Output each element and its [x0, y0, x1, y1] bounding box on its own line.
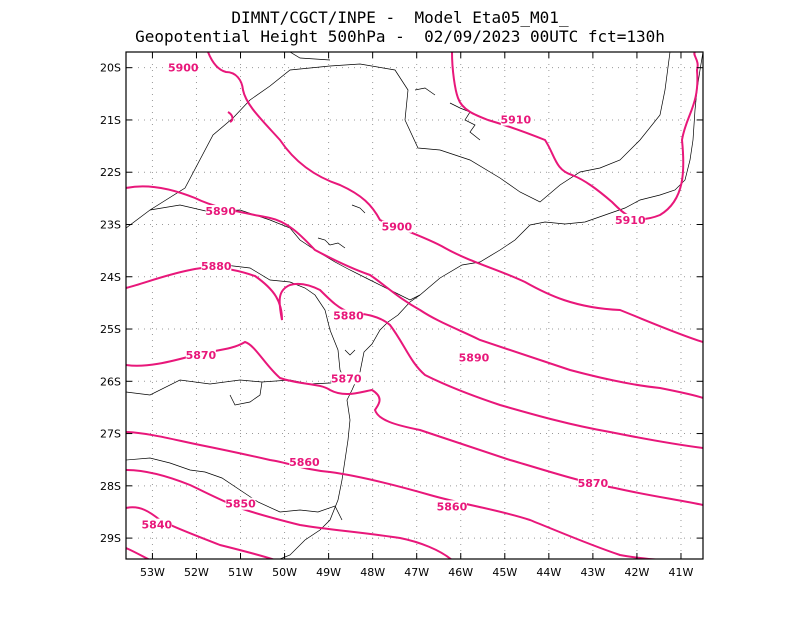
lat-tick-label: 27S [100, 428, 121, 441]
coastline-sp [419, 52, 703, 296]
lon-tick-label: 46W [448, 566, 473, 579]
contour-label: 5870 [578, 477, 609, 490]
lon-tick-label: 48W [360, 566, 385, 579]
contour-label: 5890 [205, 205, 236, 218]
contour-label-bg [331, 372, 362, 385]
contour-5910-north [451, 52, 699, 221]
contour-label: 5890 [459, 351, 490, 364]
map-title-line-1: DIMNT/CGCT/INPE - Model Eta05_M01_ [231, 8, 569, 27]
reservoir-mg [414, 87, 436, 96]
lat-tick-label: 29S [100, 532, 121, 545]
lat-tick-label: 20S [100, 62, 121, 75]
lat-tick-label: 21S [100, 114, 121, 127]
coastal-feature-3 [344, 349, 356, 356]
lon-tick-label: 53W [140, 566, 165, 579]
contour-labels: 5900 5910 5890 5900 5910 5880 5880 5870 5890 5870… [141, 61, 646, 532]
lon-tick-label: 44W [536, 566, 561, 579]
coastal-feature-1 [317, 237, 346, 249]
contour-5850 [126, 469, 453, 559]
contour-5900-loop [227, 111, 234, 123]
contour-label: 5910 [615, 214, 646, 227]
contour-label-bg [289, 455, 320, 468]
lon-tick-label: 41W [669, 566, 694, 579]
contour-label-bg [381, 220, 412, 233]
contour-label: 5880 [201, 260, 232, 273]
map-title-line-2: Geopotential Height 500hPa - 02/09/2023 … [135, 27, 665, 46]
lon-tick-label: 42W [624, 566, 649, 579]
river-parana [229, 381, 263, 406]
state-border-ms-sp [126, 63, 441, 229]
contour-5880 [126, 266, 703, 449]
lat-tick-label: 25S [100, 323, 121, 336]
contour-label-bg [168, 61, 199, 74]
boundaries [126, 52, 703, 559]
pr-sc-border [126, 379, 346, 396]
lon-tick-label: 47W [404, 566, 429, 579]
contour-label: 5860 [437, 500, 468, 513]
contour-label-bg [577, 476, 608, 489]
contour-label-bg [458, 351, 489, 364]
contour-label: 5850 [225, 498, 256, 511]
lat-tick-label: 23S [100, 218, 121, 231]
lat-tick-label: 26S [100, 375, 121, 388]
contour-label: 5870 [331, 372, 362, 385]
contour-5870 [126, 340, 703, 506]
contour-5830 [126, 547, 151, 559]
paraguay-border [209, 264, 346, 381]
state-border-go-mg [289, 52, 331, 61]
lat-tick-label: 24S [100, 271, 121, 284]
contour-label: 5880 [333, 310, 364, 323]
contour-label: 5900 [168, 61, 199, 74]
contour-label: 5840 [142, 519, 173, 532]
geopotential-contours [126, 52, 703, 559]
contour-label-bg [333, 309, 364, 322]
coastline-south [279, 294, 421, 559]
contour-label-bg [500, 113, 531, 126]
contour-label: 5910 [500, 114, 531, 127]
contour-label-bg [436, 500, 467, 513]
contour-label: 5870 [186, 349, 217, 362]
contour-label-bg [225, 497, 256, 510]
contour-label: 5860 [289, 456, 320, 469]
contour-label-bg [615, 213, 646, 226]
lon-tick-label: 45W [492, 566, 517, 579]
lon-tick-label: 52W [184, 566, 209, 579]
lat-tick-label: 22S [100, 166, 121, 179]
coastal-feature-2 [351, 204, 366, 214]
axis-ticks: 20S 21S 22S 23S 24S 25S 26S 27S 28S 29S 53W 52W 51W 5… [100, 52, 703, 579]
contour-5900-north [207, 52, 703, 343]
lat-tick-label: 28S [100, 480, 121, 493]
contour-5840 [126, 506, 276, 559]
contour-label-bg [201, 259, 232, 272]
contour-label-bg [205, 205, 236, 218]
state-border-mg-sp [439, 52, 671, 203]
map-frame [125, 51, 704, 560]
lon-tick-label: 50W [272, 566, 297, 579]
lat-lon-grid [126, 52, 703, 559]
contour-5860 [126, 431, 661, 559]
contour-label: 5900 [382, 221, 413, 234]
lon-tick-label: 49W [316, 566, 341, 579]
lon-tick-label: 43W [580, 566, 605, 579]
sc-rs-border [126, 457, 343, 521]
reservoir-furnas [449, 102, 481, 141]
contour-label-bg [141, 518, 172, 531]
lon-tick-label: 51W [228, 566, 253, 579]
contour-label-bg [185, 348, 216, 361]
